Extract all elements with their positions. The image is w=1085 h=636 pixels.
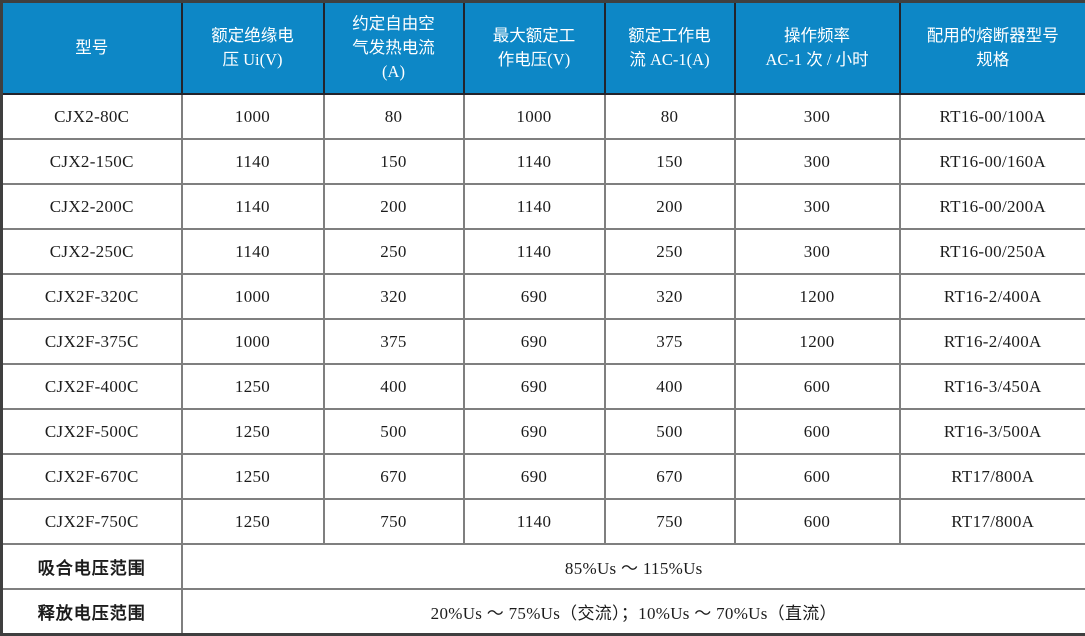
- value-cell: 1200: [735, 319, 900, 364]
- model-cell: CJX2F-670C: [2, 454, 182, 499]
- value-cell: 690: [464, 409, 605, 454]
- table-row: CJX2F-500C 1250 500 690 500 600 RT16-3/5…: [2, 409, 1085, 454]
- value-cell: 600: [735, 454, 900, 499]
- footer-value: 85%Us ～ 115%Us: [182, 544, 1085, 589]
- model-cell: CJX2F-400C: [2, 364, 182, 409]
- value-cell: 1250: [182, 364, 324, 409]
- value-cell: RT16-00/200A: [900, 184, 1085, 229]
- value-cell: 750: [324, 499, 464, 544]
- header-cell-insulation-voltage: 额定绝缘电 压 Ui(V): [182, 2, 324, 95]
- value-cell: 690: [464, 364, 605, 409]
- value-cell: 300: [735, 184, 900, 229]
- footer-label: 吸合电压范围: [2, 544, 182, 589]
- value-cell: 1140: [464, 139, 605, 184]
- value-cell: RT16-2/400A: [900, 274, 1085, 319]
- value-cell: 1140: [182, 139, 324, 184]
- value-cell: RT16-3/500A: [900, 409, 1085, 454]
- table-row: CJX2-150C 1140 150 1140 150 300 RT16-00/…: [2, 139, 1085, 184]
- value-cell: RT16-00/160A: [900, 139, 1085, 184]
- table-row: CJX2-250C 1140 250 1140 250 300 RT16-00/…: [2, 229, 1085, 274]
- value-cell: 600: [735, 409, 900, 454]
- model-cell: CJX2F-320C: [2, 274, 182, 319]
- table-row: CJX2F-750C 1250 750 1140 750 600 RT17/80…: [2, 499, 1085, 544]
- model-cell: CJX2-150C: [2, 139, 182, 184]
- value-cell: 1140: [182, 184, 324, 229]
- model-cell: CJX2F-500C: [2, 409, 182, 454]
- value-cell: RT16-00/250A: [900, 229, 1085, 274]
- value-cell: 600: [735, 499, 900, 544]
- value-cell: 500: [324, 409, 464, 454]
- value-cell: RT16-2/400A: [900, 319, 1085, 364]
- value-cell: 200: [605, 184, 735, 229]
- value-cell: 375: [324, 319, 464, 364]
- value-cell: RT16-3/450A: [900, 364, 1085, 409]
- table-row: CJX2-80C 1000 80 1000 80 300 RT16-00/100…: [2, 94, 1085, 139]
- value-cell: 690: [464, 319, 605, 364]
- value-cell: 375: [605, 319, 735, 364]
- value-cell: 1000: [182, 319, 324, 364]
- header-cell-model: 型号: [2, 2, 182, 95]
- value-cell: 250: [605, 229, 735, 274]
- header-cell-working-current: 额定工作电 流 AC-1(A): [605, 2, 735, 95]
- value-cell: 80: [605, 94, 735, 139]
- value-cell: 600: [735, 364, 900, 409]
- footer-row-pickup-voltage: 吸合电压范围 85%Us ～ 115%Us: [2, 544, 1085, 589]
- table-row: CJX2F-670C 1250 670 690 670 600 RT17/800…: [2, 454, 1085, 499]
- value-cell: 300: [735, 94, 900, 139]
- value-cell: 670: [605, 454, 735, 499]
- value-cell: 200: [324, 184, 464, 229]
- model-cell: CJX2F-750C: [2, 499, 182, 544]
- header-cell-thermal-current: 约定自由空 气发热电流 (A): [324, 2, 464, 95]
- value-cell: 400: [605, 364, 735, 409]
- header-cell-operating-frequency: 操作频率 AC-1 次 / 小时: [735, 2, 900, 95]
- model-cell: CJX2-80C: [2, 94, 182, 139]
- value-cell: 320: [324, 274, 464, 319]
- value-cell: 400: [324, 364, 464, 409]
- value-cell: 1250: [182, 409, 324, 454]
- header-cell-max-working-voltage: 最大额定工 作电压(V): [464, 2, 605, 95]
- value-cell: 1250: [182, 499, 324, 544]
- value-cell: 1140: [464, 184, 605, 229]
- value-cell: 150: [605, 139, 735, 184]
- value-cell: RT17/800A: [900, 454, 1085, 499]
- value-cell: RT17/800A: [900, 499, 1085, 544]
- value-cell: 1140: [464, 499, 605, 544]
- value-cell: 1140: [464, 229, 605, 274]
- value-cell: 1000: [182, 274, 324, 319]
- header-cell-fuse-model: 配用的熔断器型号 规格: [900, 2, 1085, 95]
- table-row: CJX2-200C 1140 200 1140 200 300 RT16-00/…: [2, 184, 1085, 229]
- model-cell: CJX2F-375C: [2, 319, 182, 364]
- value-cell: 250: [324, 229, 464, 274]
- value-cell: 80: [324, 94, 464, 139]
- table-row: CJX2F-320C 1000 320 690 320 1200 RT16-2/…: [2, 274, 1085, 319]
- value-cell: 150: [324, 139, 464, 184]
- model-cell: CJX2-250C: [2, 229, 182, 274]
- value-cell: 1140: [182, 229, 324, 274]
- table-row: CJX2F-400C 1250 400 690 400 600 RT16-3/4…: [2, 364, 1085, 409]
- value-cell: 750: [605, 499, 735, 544]
- value-cell: 690: [464, 454, 605, 499]
- model-cell: CJX2-200C: [2, 184, 182, 229]
- value-cell: 1000: [464, 94, 605, 139]
- table-row: CJX2F-375C 1000 375 690 375 1200 RT16-2/…: [2, 319, 1085, 364]
- value-cell: RT16-00/100A: [900, 94, 1085, 139]
- value-cell: 1200: [735, 274, 900, 319]
- value-cell: 690: [464, 274, 605, 319]
- value-cell: 300: [735, 229, 900, 274]
- value-cell: 1000: [182, 94, 324, 139]
- value-cell: 320: [605, 274, 735, 319]
- value-cell: 670: [324, 454, 464, 499]
- header-row: 型号 额定绝缘电 压 Ui(V) 约定自由空 气发热电流 (A) 最大额定工 作…: [2, 2, 1085, 95]
- value-cell: 500: [605, 409, 735, 454]
- value-cell: 300: [735, 139, 900, 184]
- value-cell: 1250: [182, 454, 324, 499]
